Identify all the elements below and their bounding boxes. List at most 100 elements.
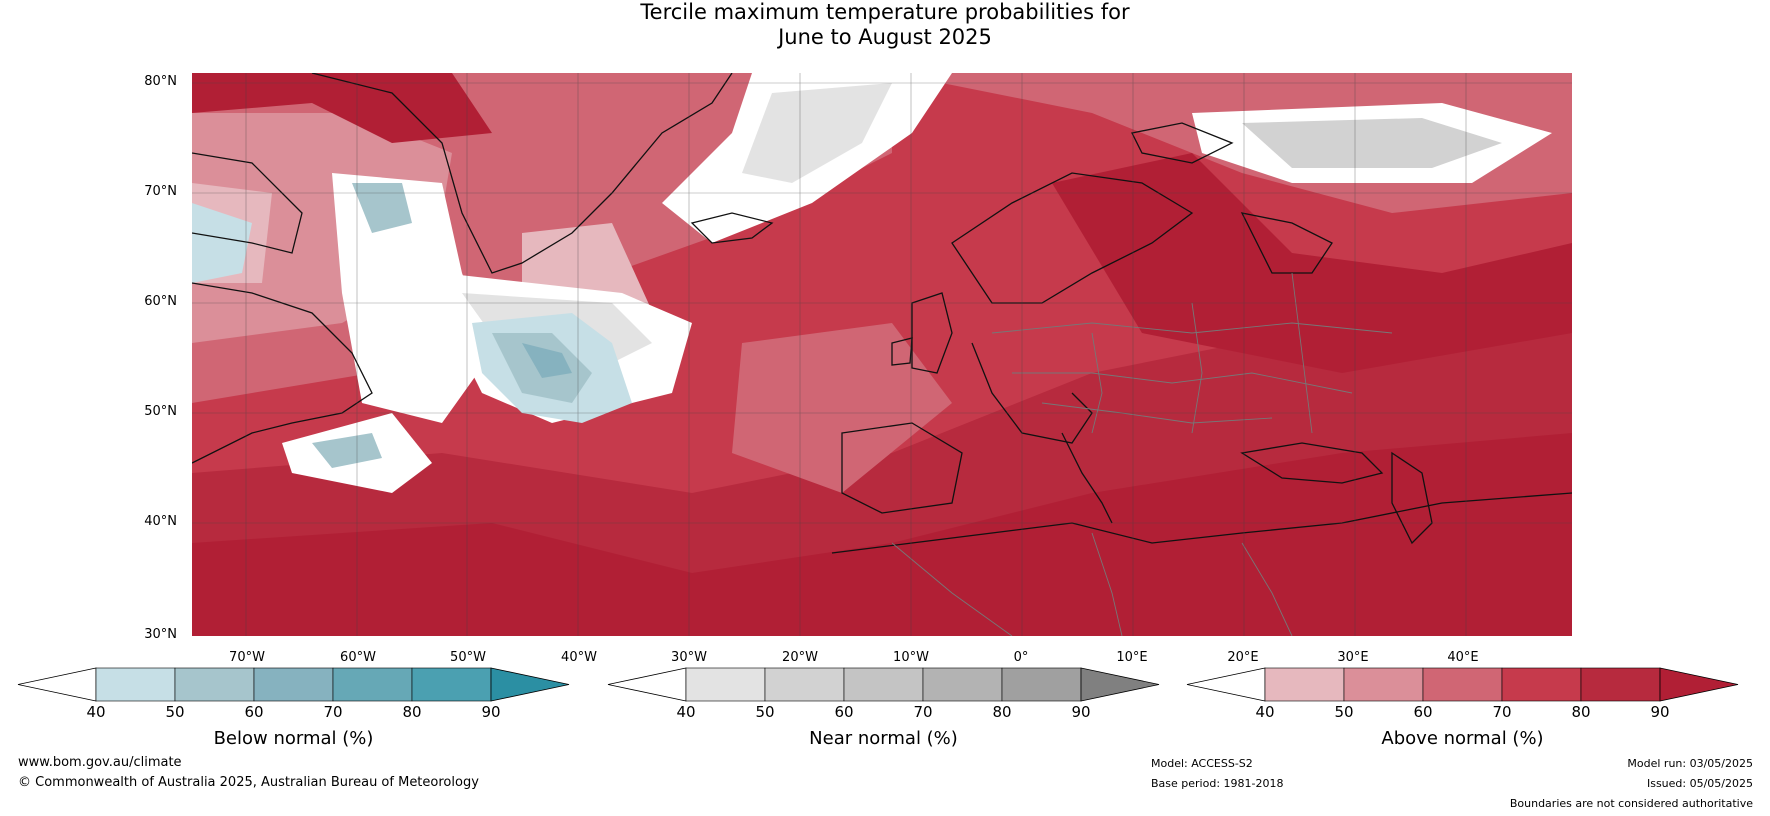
below-colorbar-segment-3 [253, 667, 334, 702]
near-colorbar-low-extend [607, 667, 687, 702]
region-below-50-hudson [192, 203, 252, 283]
below-tick-40: 40 [86, 703, 106, 721]
model-text: Model: ACCESS-S2 [1151, 757, 1253, 770]
border-2 [1012, 372, 1353, 394]
below-tick-90: 90 [481, 703, 501, 721]
above-colorbar-segment-1 [1264, 667, 1345, 702]
probability-map [192, 73, 1572, 636]
legend-near-normal: 40 50 60 70 80 90 Near normal (%) [607, 667, 1160, 749]
near-colorbar-segment-1 [685, 667, 766, 702]
issued-text: Issued: 05/05/2025 [1646, 777, 1753, 790]
legend-below-normal: 40 50 60 70 80 90 Below normal (%) [17, 667, 570, 749]
below-colorbar-segment-2 [174, 667, 255, 702]
lon-label-30e: 30°E [1337, 650, 1369, 665]
border-7 [891, 542, 1013, 636]
lon-label-0: 0° [1013, 650, 1029, 665]
near-tick-40: 40 [676, 703, 696, 721]
coast-italy [1061, 432, 1113, 524]
below-colorbar-low-extend [17, 667, 97, 702]
legend-above-normal: 40 50 60 70 80 90 Above normal (%) [1186, 667, 1739, 749]
region-below-70-atlantic [522, 343, 572, 378]
title-line-2: June to August 2025 [778, 25, 992, 49]
map-title: Tercile maximum temperature probabilitie… [0, 0, 1770, 50]
region-above-90-nw [192, 73, 492, 143]
near-colorbar-segment-2 [764, 667, 845, 702]
coast-baffin-island [192, 152, 303, 254]
near-colorbar-segment-3 [843, 667, 924, 702]
above-tick-60: 60 [1413, 703, 1433, 721]
above-colorbar-high-extend [1659, 667, 1739, 702]
lon-label-20w: 20°W [782, 650, 818, 665]
above-tick-70: 70 [1492, 703, 1512, 721]
region-above-70-atlantic [732, 323, 952, 493]
below-colorbar-segment-4 [332, 667, 413, 702]
region-neutral-baffin [332, 173, 492, 423]
below-tick-70: 70 [323, 703, 343, 721]
above-colorbar-low-extend [1186, 667, 1266, 702]
region-near-60-barents [1242, 118, 1502, 168]
border-1 [991, 322, 1393, 334]
lat-label-70n: 70°N [144, 184, 177, 199]
below-colorbar-segment-1 [95, 667, 176, 702]
above-tick-40: 40 [1255, 703, 1275, 721]
coastlines [192, 73, 1572, 554]
near-legend-title: Near normal (%) [809, 728, 958, 749]
near-tick-50: 50 [755, 703, 775, 721]
coast-ireland [891, 337, 913, 366]
below-colorbar-high-extend [490, 667, 570, 702]
lat-label-60n: 60°N [144, 294, 177, 309]
near-tick-80: 80 [992, 703, 1012, 721]
map-svg [192, 73, 1572, 636]
title-line-1: Tercile maximum temperature probabilitie… [640, 0, 1130, 24]
coast-scandinavia [951, 172, 1194, 304]
near-colorbar-segment-4 [922, 667, 1003, 702]
lon-label-10e: 10°E [1116, 650, 1148, 665]
lon-label-40e: 40°E [1447, 650, 1479, 665]
coast-great-britain [911, 292, 953, 374]
above-colorbar-segment-4 [1501, 667, 1582, 702]
lat-label-30n: 30°N [144, 627, 177, 642]
near-tick-90: 90 [1071, 703, 1091, 721]
coast-europe-west [971, 342, 1093, 444]
coast-caspian-sea [1391, 451, 1433, 545]
border-6 [1291, 272, 1313, 434]
region-above-90-south [192, 433, 1572, 636]
region-below-60-baffin [352, 183, 412, 233]
copyright-text: © Commonwealth of Australia 2025, Austra… [18, 775, 479, 790]
region-near-50-greenland-sea [742, 83, 892, 183]
model-run-text: Model run: 03/05/2025 [1627, 757, 1753, 770]
lon-label-50w: 50°W [450, 650, 486, 665]
region-above-90-europe [1052, 153, 1572, 373]
above-colorbar [1186, 667, 1739, 702]
coast-iberia [841, 422, 963, 514]
coast-north-africa [831, 492, 1572, 554]
lat-label-80n: 80°N [144, 74, 177, 89]
above-colorbar-segment-2 [1343, 667, 1424, 702]
below-colorbar [17, 667, 570, 702]
above-tick-90: 90 [1650, 703, 1670, 721]
near-tick-60: 60 [834, 703, 854, 721]
website-link[interactable]: www.bom.gov.au/climate [18, 755, 182, 770]
coast-black-sea [1240, 442, 1384, 484]
lon-label-10w: 10°W [893, 650, 929, 665]
region-below-60-nova-scotia [312, 433, 382, 468]
coast-svalbard [1131, 122, 1234, 164]
border-9 [1241, 542, 1293, 636]
coast-labrador [192, 282, 373, 464]
below-tick-60: 60 [244, 703, 264, 721]
below-tick-50: 50 [165, 703, 185, 721]
border-3 [1041, 402, 1273, 424]
lon-label-20e: 20°E [1227, 650, 1259, 665]
lat-label-50n: 50°N [144, 404, 177, 419]
country-borders [891, 272, 1393, 636]
border-8 [1091, 532, 1123, 636]
below-colorbar-segment-5 [411, 667, 492, 702]
below-legend-title: Below normal (%) [213, 728, 374, 749]
lat-label-40n: 40°N [144, 514, 177, 529]
above-tick-50: 50 [1334, 703, 1354, 721]
above-legend-title: Above normal (%) [1381, 728, 1544, 749]
near-colorbar-segment-5 [1001, 667, 1082, 702]
base-period-text: Base period: 1981-2018 [1151, 777, 1284, 790]
above-tick-80: 80 [1571, 703, 1591, 721]
coast-greenland [311, 73, 733, 274]
